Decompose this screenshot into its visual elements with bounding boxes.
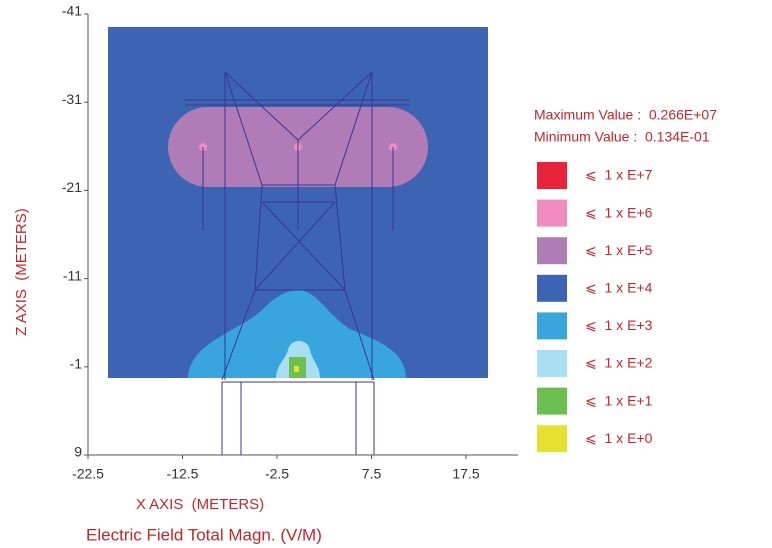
- legend-label: ⩽ 1 x E+0: [585, 430, 653, 446]
- x-tick-label: 17.5: [452, 466, 479, 482]
- legend-swatch: [537, 274, 567, 302]
- chart-title: Electric Field Total Magn. (V/M): [86, 525, 322, 544]
- tower-outline: [185, 71, 410, 455]
- y-tick-label: -31: [62, 91, 82, 107]
- legend-label: ⩽ 1 x E+5: [585, 242, 653, 258]
- legend-label: ⩽ 1 x E+2: [585, 355, 653, 371]
- x-tick-label: 7.5: [362, 466, 382, 482]
- legend-label: ⩽ 1 x E+6: [585, 204, 653, 220]
- y-axis-label: Z AXIS (METERS): [13, 208, 30, 336]
- x-tick-label: -2.5: [265, 466, 289, 482]
- y-tick-label: 9: [74, 444, 82, 460]
- x-axis-label: X AXIS (METERS): [136, 496, 264, 513]
- legend-label: ⩽ 1 x E+1: [585, 392, 653, 408]
- y-tick-label: -21: [62, 179, 82, 195]
- y-tick-label: -1: [70, 356, 83, 372]
- legend-swatch: [537, 237, 567, 265]
- max-value: Maximum Value : 0.266E+07: [534, 107, 717, 123]
- region-e3: [188, 290, 406, 378]
- legend-swatch: [537, 199, 567, 227]
- legend-swatch: [537, 425, 567, 453]
- min-value: Minimum Value : 0.134E-01: [534, 129, 710, 145]
- legend-swatch: [537, 162, 567, 189]
- x-tick-label: -22.5: [72, 466, 104, 482]
- legend-label: ⩽ 1 x E+7: [585, 167, 653, 183]
- x-tick-label: -12.5: [167, 466, 199, 482]
- legend-swatch: [537, 350, 567, 377]
- legend-swatch: [537, 387, 567, 415]
- legend-label: ⩽ 1 x E+3: [585, 317, 653, 333]
- contour-regions: [108, 27, 488, 378]
- y-tick-label: -11: [63, 267, 82, 283]
- y-tick-label: -41: [62, 3, 82, 19]
- legend-label: ⩽ 1 x E+4: [585, 280, 653, 296]
- legend-swatch: [537, 312, 567, 340]
- region-e0: [294, 366, 299, 372]
